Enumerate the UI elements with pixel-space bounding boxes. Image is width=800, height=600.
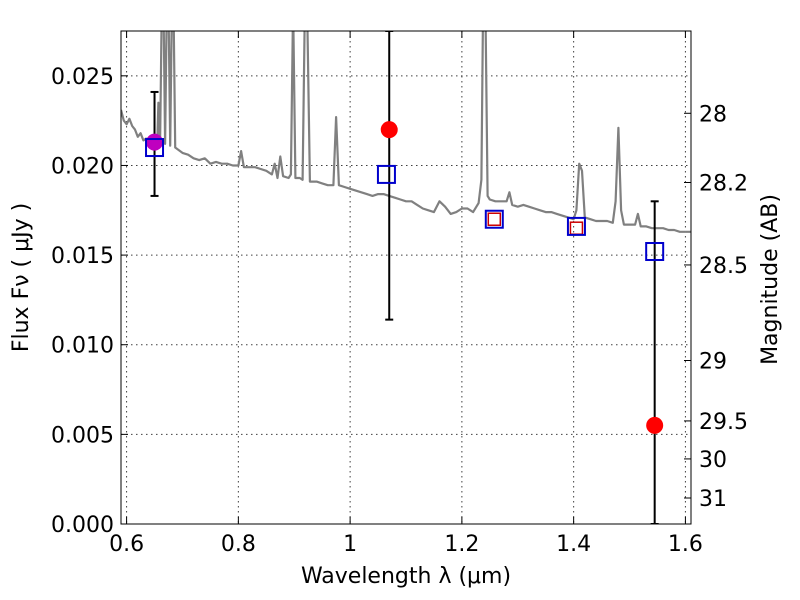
magnitude-tick-label: 28.5 bbox=[699, 254, 748, 279]
axes-frame bbox=[120, 30, 692, 525]
model-flux-square bbox=[566, 216, 586, 236]
x-tick-label: 1.2 bbox=[444, 532, 479, 557]
model-flux-square bbox=[487, 212, 502, 226]
data-point bbox=[646, 416, 664, 434]
x-tick-label: 1.4 bbox=[556, 532, 591, 557]
magnitude-tick-label: 29 bbox=[699, 350, 727, 375]
magnitude-tick-label: 28.2 bbox=[699, 171, 748, 196]
data-point bbox=[146, 133, 164, 151]
y-axis-label: Flux Fν ( μJy ) bbox=[9, 203, 34, 352]
spectrum-line bbox=[121, 31, 691, 233]
magnitude-tick-label: 31 bbox=[699, 487, 727, 512]
model-flux-square bbox=[645, 242, 665, 262]
grid bbox=[121, 31, 691, 525]
y-tick-label: 0.010 bbox=[51, 334, 114, 359]
magnitude-tick-label: 28 bbox=[699, 102, 727, 127]
x-tick-label: 1.6 bbox=[668, 532, 703, 557]
data-point bbox=[380, 121, 398, 139]
plot-area bbox=[121, 31, 691, 524]
y-tick-label: 0.005 bbox=[51, 423, 114, 448]
magnitude-tick-label: 30 bbox=[699, 448, 727, 473]
ticks: 0.6 0.8 1 1.2 1.4 1.6 0.000 0.005 0.010 0.015 0.02… bbox=[51, 31, 748, 557]
x-tick-label: 1 bbox=[343, 532, 357, 557]
x-tick-label: 0.8 bbox=[221, 532, 256, 557]
model-flux-square bbox=[376, 164, 396, 184]
y-tick-label: 0.015 bbox=[51, 244, 114, 269]
y-tick-label: 0.020 bbox=[51, 154, 114, 179]
magnitude-axis-label: Magnitude (AB) bbox=[758, 194, 783, 365]
y-tick-label: 0.025 bbox=[51, 65, 114, 90]
y-tick-label: 0.000 bbox=[51, 513, 114, 538]
model-flux-square bbox=[569, 221, 584, 235]
model-flux-square bbox=[145, 138, 165, 158]
x-tick-label: 0.6 bbox=[109, 532, 144, 557]
model-flux-square bbox=[484, 209, 504, 229]
magnitude-tick-label: 29.5 bbox=[699, 410, 748, 435]
x-axis-label: Wavelength λ (μm) bbox=[301, 564, 511, 589]
